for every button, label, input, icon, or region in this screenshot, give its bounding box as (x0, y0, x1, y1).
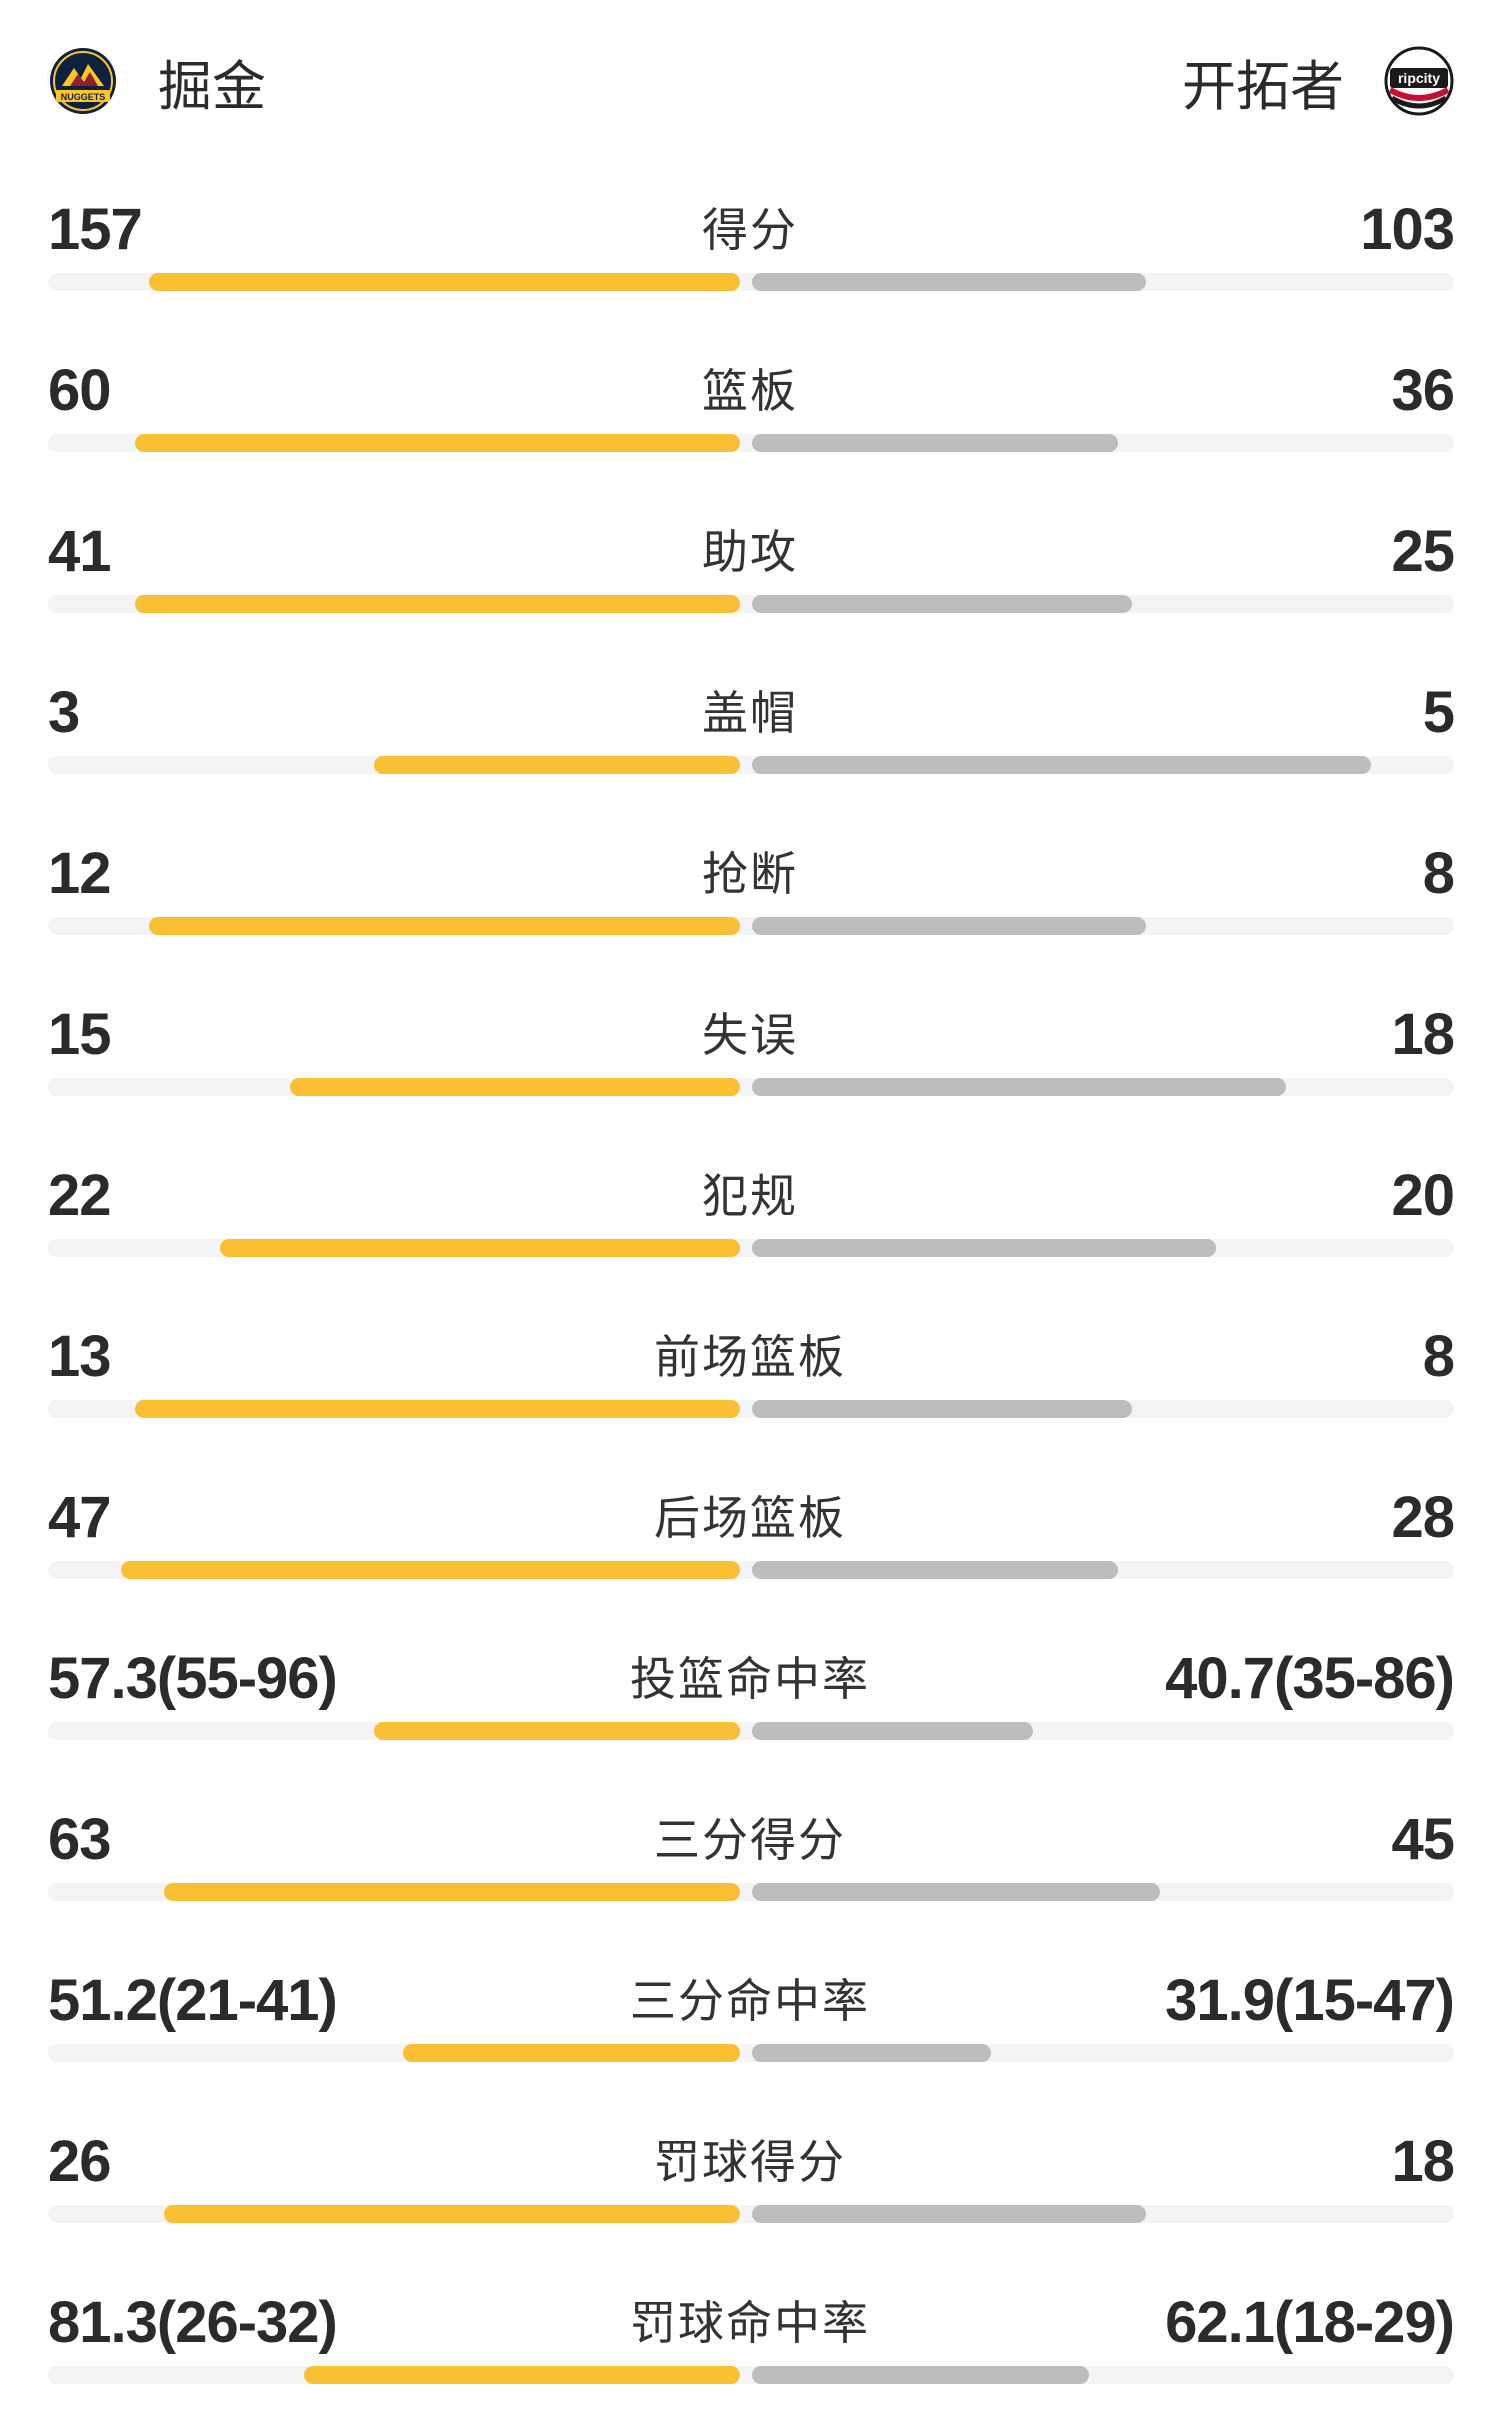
home-stat-bar (374, 756, 740, 774)
home-stat-bar (135, 1400, 740, 1418)
stat-label: 得分 (702, 203, 798, 257)
home-team[interactable]: NUGGETS 掘金 (48, 38, 266, 124)
stat-label: 篮板 (702, 364, 798, 418)
away-team-name: 开拓者 (1182, 54, 1344, 118)
away-stat-bar (752, 1239, 1216, 1257)
away-stat-value: 8 (1422, 1324, 1455, 1389)
stat-label: 三分得分 (654, 1813, 846, 1867)
home-stat-bar (290, 1078, 740, 1096)
stats-comparison-list: 157 得分 103 60 篮板 36 41 助攻 25 3 盖帽 5 12 抢断 8 15 失误 18 22 犯规 2… (0, 160, 1500, 2414)
away-stat-value: 20 (1391, 1163, 1455, 1228)
away-stat-bar (752, 1078, 1286, 1096)
nuggets-logo-icon: NUGGETS (50, 48, 116, 114)
away-stat-value: 28 (1391, 1485, 1455, 1550)
away-stat-value: 18 (1391, 2129, 1455, 2194)
away-stat-bar (752, 1883, 1160, 1901)
away-stat-bar (752, 917, 1146, 935)
stat-bar-track (48, 2044, 1454, 2062)
stat-row: 81.3(26-32) 罚球命中率 62.1(18-29) (0, 2253, 1500, 2414)
home-stat-value: 81.3(26-32) (48, 2290, 338, 2355)
home-stat-bar (403, 2044, 740, 2062)
home-stat-bar (374, 1722, 740, 1740)
ripcity-logo-text: ripcity (1398, 70, 1440, 86)
stat-row: 51.2(21-41) 三分命中率 31.9(15-47) (0, 1931, 1500, 2092)
home-stat-bar (164, 1883, 740, 1901)
stat-label: 三分命中率 (630, 1974, 870, 2028)
home-stat-bar (135, 595, 740, 613)
home-stat-value: 3 (48, 680, 80, 745)
home-stat-value: 57.3(55-96) (48, 1646, 338, 1711)
away-stat-bar (752, 1400, 1132, 1418)
stat-row: 60 篮板 36 (0, 321, 1500, 482)
away-stat-bar (752, 2205, 1146, 2223)
stat-label: 投篮命中率 (630, 1652, 870, 1706)
stat-label: 失误 (702, 1008, 798, 1062)
home-stat-value: 13 (48, 1324, 112, 1389)
stat-label: 后场篮板 (654, 1491, 846, 1545)
stat-bar-track (48, 1722, 1454, 1740)
away-stat-value: 45 (1391, 1807, 1455, 1872)
stat-row: 13 前场篮板 8 (0, 1287, 1500, 1448)
stat-row: 63 三分得分 45 (0, 1770, 1500, 1931)
home-stat-value: 22 (48, 1163, 112, 1228)
home-stat-value: 26 (48, 2129, 112, 2194)
stat-label: 抢断 (702, 847, 798, 901)
stat-row: 15 失误 18 (0, 965, 1500, 1126)
away-stat-value: 36 (1391, 358, 1455, 423)
stat-row: 3 盖帽 5 (0, 643, 1500, 804)
away-stat-bar (752, 273, 1146, 291)
stat-row: 12 抢断 8 (0, 804, 1500, 965)
away-stat-bar (752, 595, 1132, 613)
home-stat-value: 51.2(21-41) (48, 1968, 338, 2033)
stat-label: 前场篮板 (654, 1330, 846, 1384)
home-stat-bar (149, 917, 740, 935)
away-stat-value: 62.1(18-29) (1165, 2290, 1455, 2355)
home-stat-bar (121, 1561, 740, 1579)
stat-label: 盖帽 (702, 686, 798, 740)
home-stat-value: 157 (48, 197, 143, 262)
away-stat-value: 31.9(15-47) (1165, 1968, 1455, 2033)
away-stat-value: 25 (1391, 519, 1455, 584)
stat-row: 22 犯规 20 (0, 1126, 1500, 1287)
away-stat-value: 5 (1422, 680, 1455, 745)
away-stat-bar (752, 2366, 1089, 2384)
away-stat-value: 8 (1422, 841, 1455, 906)
stat-bar-track (48, 2366, 1454, 2384)
home-stat-bar (220, 1239, 740, 1257)
away-stat-bar (752, 2044, 991, 2062)
stat-label: 罚球得分 (654, 2135, 846, 2189)
away-stat-value: 18 (1391, 1002, 1455, 1067)
home-team-name: 掘金 (158, 54, 266, 118)
home-stat-bar (304, 2366, 740, 2384)
away-stat-bar (752, 1722, 1033, 1740)
home-stat-value: 60 (48, 358, 112, 423)
stat-row: 47 后场篮板 28 (0, 1448, 1500, 1609)
home-stat-value: 63 (48, 1807, 112, 1872)
home-stat-bar (164, 2205, 740, 2223)
home-stat-value: 41 (48, 519, 112, 584)
blazers-ripcity-logo-icon: ripcity (1384, 46, 1454, 116)
home-stat-bar (135, 434, 740, 452)
stat-row: 26 罚球得分 18 (0, 2092, 1500, 2253)
away-stat-bar (752, 756, 1371, 774)
team-header: NUGGETS 掘金 开拓者 ripcity (0, 0, 1500, 160)
home-stat-bar (149, 273, 740, 291)
stat-label: 助攻 (702, 525, 798, 579)
home-stat-value: 12 (48, 841, 112, 906)
stat-label: 罚球命中率 (630, 2296, 870, 2350)
svg-text:NUGGETS: NUGGETS (61, 92, 106, 102)
stat-row: 157 得分 103 (0, 160, 1500, 321)
away-stat-bar (752, 434, 1118, 452)
home-stat-value: 15 (48, 1002, 112, 1067)
stat-label: 犯规 (702, 1169, 798, 1223)
stat-row: 57.3(55-96) 投篮命中率 40.7(35-86) (0, 1609, 1500, 1770)
stat-row: 41 助攻 25 (0, 482, 1500, 643)
away-stat-bar (752, 1561, 1118, 1579)
away-stat-value: 40.7(35-86) (1165, 1646, 1455, 1711)
away-team[interactable]: 开拓者 ripcity (1182, 38, 1454, 124)
away-stat-value: 103 (1360, 197, 1455, 262)
home-stat-value: 47 (48, 1485, 112, 1550)
